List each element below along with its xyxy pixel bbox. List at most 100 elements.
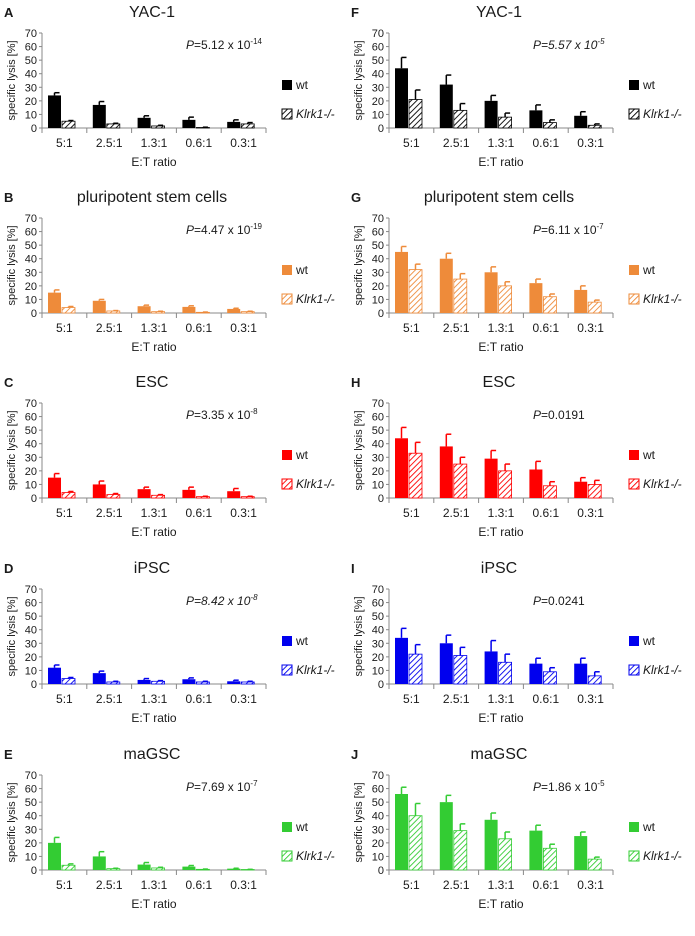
legend-label-wt: wt: [642, 263, 656, 277]
y-tick-label: 70: [25, 28, 37, 40]
y-tick-label: 20: [372, 281, 384, 293]
bar-wt: [182, 306, 196, 313]
bar-wt: [395, 251, 408, 313]
y-tick-label: 20: [372, 652, 384, 664]
x-tick-label: 2.5:1: [96, 506, 123, 520]
legend-swatch-klrk1: [281, 293, 293, 305]
bar-klrk1: [151, 680, 166, 685]
bar-klrk1: [498, 116, 513, 129]
bar-wt: [48, 667, 61, 684]
legend-swatch-wt: [282, 636, 292, 646]
x-tick-label: 0.3:1: [577, 878, 604, 892]
y-tick-label: 20: [25, 96, 37, 108]
y-tick-label: 40: [372, 69, 384, 81]
x-tick-label: 0.3:1: [577, 136, 604, 150]
y-axis-label: specific lysis [%]: [353, 782, 365, 862]
y-axis-label: specific lysis [%]: [6, 225, 18, 305]
chart-title: pluripotent stem cells: [77, 189, 227, 206]
x-tick-label: 0.6:1: [532, 506, 559, 520]
y-axis-label: specific lysis [%]: [353, 40, 365, 120]
x-axis-label: E:T ratio: [131, 525, 176, 539]
x-tick-label: 0.3:1: [577, 321, 604, 335]
bar-klrk1: [453, 278, 468, 314]
x-tick-label: 0.6:1: [185, 506, 212, 520]
bar-wt: [484, 819, 498, 870]
legend-label-wt: wt: [295, 634, 309, 648]
bar-wt: [227, 121, 241, 128]
y-tick-label: 40: [25, 439, 37, 451]
bar-wt: [48, 292, 61, 313]
bar-wt: [439, 84, 453, 128]
x-tick-label: 0.6:1: [532, 878, 559, 892]
y-axis-label: specific lysis [%]: [353, 225, 365, 305]
x-tick-label: 0.6:1: [185, 321, 212, 335]
chart-title: maGSC: [124, 746, 181, 763]
bar-klrk1: [408, 815, 423, 871]
bar-klrk1: [151, 867, 166, 871]
bar-wt: [48, 95, 61, 128]
x-tick-label: 1.3:1: [488, 136, 515, 150]
x-tick-label: 0.6:1: [532, 136, 559, 150]
legend-label-wt: wt: [295, 820, 309, 834]
x-tick-label: 0.3:1: [577, 692, 604, 706]
y-tick-label: 20: [25, 466, 37, 478]
bar-klrk1: [61, 864, 76, 871]
x-tick-label: 1.3:1: [488, 692, 515, 706]
x-axis-label: E:T ratio: [478, 525, 523, 539]
y-tick-label: 20: [25, 652, 37, 664]
bar-klrk1: [587, 301, 602, 314]
bar-wt: [48, 842, 61, 870]
y-tick-label: 0: [31, 123, 37, 135]
y-tick-label: 40: [25, 811, 37, 823]
legend-swatch-klrk1: [281, 664, 293, 676]
chart-title: ESC: [483, 374, 516, 391]
p-value: P=1.86 x 10-5: [533, 779, 605, 794]
bar-klrk1: [587, 858, 602, 871]
legend-swatch-klrk1: [628, 108, 640, 120]
y-tick-label: 30: [372, 824, 384, 836]
y-tick-label: 10: [25, 665, 37, 677]
bar-wt: [395, 794, 408, 870]
p-value: P=5.12 x 10-14: [186, 37, 263, 52]
bar-klrk1: [195, 681, 210, 685]
x-tick-label: 0.3:1: [230, 692, 257, 706]
y-tick-label: 10: [25, 294, 37, 306]
legend-label-klrk1: Klrk1-/-: [643, 477, 682, 491]
y-tick-label: 0: [378, 493, 384, 505]
y-tick-label: 10: [372, 665, 384, 677]
panel-letter: D: [4, 561, 13, 576]
bar-wt: [227, 491, 241, 498]
x-tick-label: 1.3:1: [141, 321, 168, 335]
legend-swatch-wt: [629, 265, 639, 275]
bar-wt: [227, 308, 241, 313]
legend-swatch-klrk1: [628, 850, 640, 862]
legend-label-wt: wt: [295, 448, 309, 462]
y-tick-label: 10: [372, 109, 384, 121]
legend-swatch-klrk1: [628, 478, 640, 490]
legend: wt Klrk1-/-: [628, 820, 682, 863]
legend-swatch-klrk1: [628, 293, 640, 305]
y-tick-label: 20: [372, 96, 384, 108]
bar-klrk1: [240, 681, 255, 685]
y-tick-label: 40: [372, 439, 384, 451]
bar-wt: [574, 836, 588, 870]
bar-wt: [439, 643, 453, 684]
bar-wt: [484, 100, 498, 128]
x-tick-label: 0.6:1: [185, 692, 212, 706]
y-tick-label: 70: [372, 28, 384, 40]
chart-title: pluripotent stem cells: [424, 189, 574, 206]
x-tick-label: 1.3:1: [141, 136, 168, 150]
x-axis-label: E:T ratio: [131, 711, 176, 725]
legend-swatch-wt: [629, 822, 639, 832]
y-tick-label: 0: [378, 123, 384, 135]
panel-letter: I: [351, 561, 355, 576]
legend-label-klrk1: Klrk1-/-: [296, 292, 335, 306]
y-tick-label: 10: [25, 851, 37, 863]
bar-wt: [182, 866, 196, 870]
legend: wt Klrk1-/-: [281, 263, 335, 306]
legend: wt Klrk1-/-: [281, 634, 335, 677]
bar-wt: [92, 300, 106, 313]
